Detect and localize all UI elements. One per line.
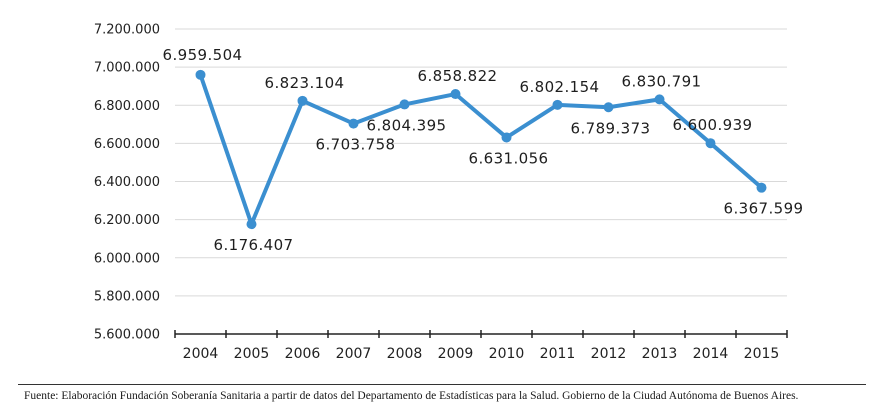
y-tick-label: 5.600.000 bbox=[94, 328, 160, 343]
data-label: 6.858.822 bbox=[418, 67, 498, 85]
y-tick-label: 6.200.000 bbox=[94, 213, 160, 228]
data-label: 6.789.373 bbox=[571, 119, 651, 137]
data-label: 6.830.791 bbox=[622, 72, 702, 90]
data-point bbox=[297, 95, 308, 106]
data-point bbox=[501, 132, 512, 143]
line-chart: 5.600.000 5.800.000 6.000.000 6.200.000 6.40… bbox=[94, 23, 804, 363]
x-tick-label: 2005 bbox=[234, 346, 270, 362]
source-divider bbox=[18, 384, 866, 385]
y-tick-label: 5.800.000 bbox=[94, 289, 160, 304]
y-tick-label: 6.800.000 bbox=[94, 99, 160, 114]
data-label: 6.802.154 bbox=[520, 78, 600, 96]
data-point bbox=[756, 182, 767, 193]
x-tick-label: 2014 bbox=[693, 346, 729, 362]
data-point bbox=[603, 102, 614, 113]
data-label: 6.631.056 bbox=[469, 149, 549, 167]
x-tick-label: 2004 bbox=[183, 346, 219, 362]
data-label: 6.703.758 bbox=[316, 136, 396, 154]
data-point bbox=[705, 138, 716, 149]
data-point bbox=[348, 118, 359, 129]
x-tick-label: 2010 bbox=[489, 346, 525, 362]
data-label: 6.959.504 bbox=[163, 46, 243, 64]
data-point bbox=[654, 94, 665, 105]
y-tick-label: 7.000.000 bbox=[94, 61, 160, 76]
x-tick-label: 2006 bbox=[285, 346, 321, 362]
y-tick-label: 6.600.000 bbox=[94, 137, 160, 152]
data-point bbox=[552, 99, 563, 110]
x-tick-label: 2012 bbox=[591, 346, 627, 362]
y-tick-label: 7.200.000 bbox=[94, 23, 160, 38]
data-point bbox=[399, 99, 410, 110]
data-label: 6.823.104 bbox=[265, 74, 345, 92]
data-point bbox=[195, 69, 206, 80]
series-line bbox=[198, 72, 764, 227]
x-tick-label: 2015 bbox=[744, 346, 780, 362]
x-tick-label: 2007 bbox=[336, 346, 372, 362]
data-label: 6.600.939 bbox=[673, 116, 753, 134]
x-tick-label: 2008 bbox=[387, 346, 423, 362]
y-tick-label: 6.000.000 bbox=[94, 251, 160, 266]
data-label: 6.367.599 bbox=[724, 200, 804, 218]
data-label: 6.804.395 bbox=[367, 116, 447, 134]
x-tick-label: 2009 bbox=[438, 346, 474, 362]
data-point bbox=[450, 89, 461, 100]
x-tick-label: 2011 bbox=[540, 346, 576, 362]
data-label: 6.176.407 bbox=[214, 236, 294, 254]
x-tick-label: 2013 bbox=[642, 346, 678, 362]
data-point bbox=[246, 219, 257, 230]
source-note: Fuente: Elaboración Fundación Soberanía … bbox=[24, 390, 799, 402]
y-tick-label: 6.400.000 bbox=[94, 175, 160, 190]
